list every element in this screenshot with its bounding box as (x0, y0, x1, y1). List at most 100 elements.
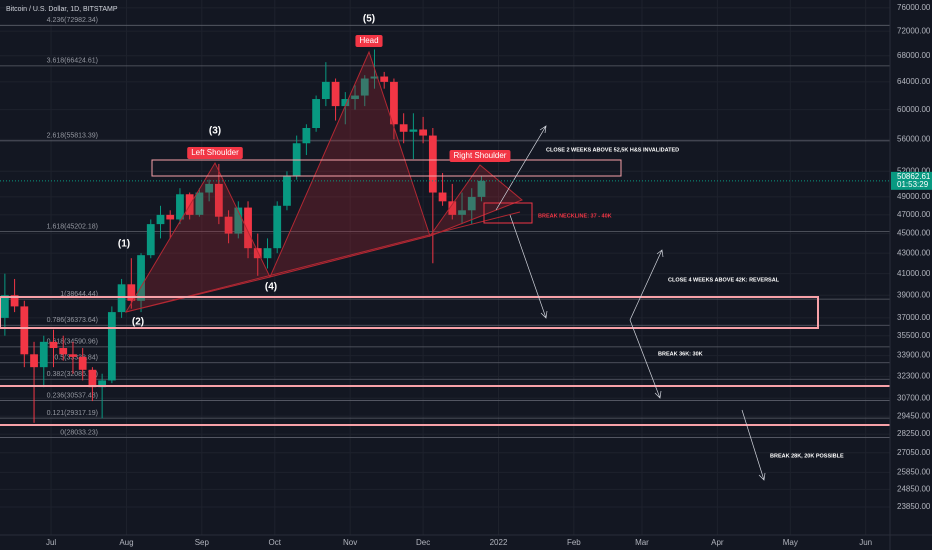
candle-body (390, 81, 398, 125)
candle-body (273, 205, 282, 249)
head-shape (269, 50, 431, 278)
candle-body (59, 348, 68, 355)
candle-body (360, 78, 369, 96)
candle-body (428, 135, 437, 193)
candle-body (458, 210, 466, 215)
fib-label: 0.236(30537.48) (47, 392, 98, 399)
arrow (629, 249, 664, 321)
pattern-label-bg (187, 147, 243, 159)
x-axis-bg (0, 535, 932, 550)
y-tick-label: 49000.00 (897, 192, 931, 201)
fib-label: 3.618(66424.61) (47, 58, 98, 65)
y-tick-label: 56000.00 (897, 134, 931, 143)
x-tick-label: Aug (119, 538, 133, 547)
last-price: 50862.61 (897, 172, 931, 181)
x-tick-label: Mar (635, 538, 649, 547)
y-tick-label: 68000.00 (897, 51, 931, 60)
candle-body (156, 214, 165, 225)
x-tick-label: 2022 (490, 538, 508, 547)
pattern-label: Head (359, 36, 378, 45)
neckline (125, 211, 521, 313)
y-tick-label: 28250.00 (897, 429, 931, 438)
y-tick-label: 25850.00 (897, 467, 931, 476)
candle-body (30, 354, 38, 368)
arrow (509, 214, 548, 319)
y-tick-label: 30700.00 (897, 393, 931, 402)
arrow (741, 409, 766, 481)
y-tick-label: 64000.00 (897, 77, 931, 86)
candle-body (341, 99, 350, 107)
x-tick-label: Apr (711, 538, 724, 547)
candle-body (399, 124, 408, 132)
candle-body (10, 295, 19, 307)
note: BREAK 36K: 30K (658, 351, 703, 357)
candle-body (176, 194, 184, 220)
pattern-label: Left Shoulder (191, 148, 239, 157)
candle-body (380, 76, 389, 82)
candle-body (253, 248, 262, 259)
arrows (495, 125, 766, 481)
candle-body (107, 312, 116, 381)
wave-label: (2) (132, 317, 144, 328)
y-tick-label: 32300.00 (897, 372, 931, 381)
wave-label: (3) (209, 126, 221, 137)
candle-body (137, 255, 145, 301)
x-tick-label: May (783, 538, 798, 547)
candle-body (467, 196, 476, 211)
note: CLOSE 2 WEEKS ABOVE 52,5K H&S INVALIDATE… (546, 147, 679, 153)
note: BREAK NECKLINE: 37 - 40K (538, 213, 612, 219)
y-tick-label: 60000.00 (897, 105, 931, 114)
candle-body (302, 128, 311, 144)
candle-body (292, 143, 301, 176)
candle-body (20, 306, 29, 355)
y-axis-bg (890, 0, 932, 550)
candle-body (419, 129, 428, 136)
wave-label: (4) (265, 282, 277, 293)
candle-body (438, 192, 447, 202)
fib-label: 1.618(45202.18) (47, 223, 98, 230)
candle-body (88, 369, 97, 388)
candle-body (205, 183, 214, 193)
y-tick-label: 23850.00 (897, 502, 931, 511)
y-tick-label: 37000.00 (897, 313, 931, 322)
x-tick-label: Oct (269, 538, 282, 547)
candle-body (69, 354, 77, 357)
axes: 76000.00 72000.00 68000.00 64000.00 60000.00… (46, 3, 931, 547)
candle-body (351, 95, 359, 100)
y-tick-label: 45000.00 (897, 229, 931, 238)
candle-body (98, 380, 107, 388)
last-price-tag (891, 171, 932, 190)
note: BREAK 28K, 20K POSSIBLE (770, 453, 844, 459)
x-tick-label: Feb (567, 538, 581, 547)
y-tick-label: 27050.00 (897, 448, 931, 457)
arrow (629, 319, 662, 399)
candle-body (195, 192, 204, 215)
pattern-label: Right Shoulder (454, 151, 507, 160)
note: CLOSE 4 WEEKS ABOVE 42K: REVERSAL (668, 277, 780, 283)
x-tick-label: Dec (416, 538, 430, 547)
candle-body (117, 284, 126, 313)
fib-label: 0.618(34590.96) (47, 339, 98, 346)
neckline-box (483, 202, 533, 224)
grid (0, 0, 890, 535)
fib-label: 1(38644.44) (60, 291, 98, 298)
candle-body (0, 295, 9, 318)
fib-label: 0.121(29317.19) (47, 410, 98, 417)
candle-body (146, 224, 155, 256)
pattern-label-bg (449, 150, 511, 162)
fib-label: 0.786(36373.64) (47, 317, 98, 324)
wave-label: (5) (363, 14, 375, 25)
candle-body (127, 284, 136, 301)
y-tick-label: 35500.00 (897, 331, 931, 340)
right-shoulder-shape (428, 164, 523, 238)
candle-body (283, 175, 291, 206)
candle-body (166, 214, 175, 220)
candle-body (370, 76, 379, 79)
annotations: (5) Head (3) Left Shoulder (1) (2) (4) Right Sh… (118, 14, 844, 460)
fib-label: 0.382(32086.70) (47, 371, 98, 378)
x-tick-label: Jul (46, 538, 56, 547)
fib-label: 0.5(33338.84) (54, 355, 98, 362)
y-tick-label: 72000.00 (897, 26, 931, 35)
fib-label: 0(28033.23) (60, 429, 98, 436)
